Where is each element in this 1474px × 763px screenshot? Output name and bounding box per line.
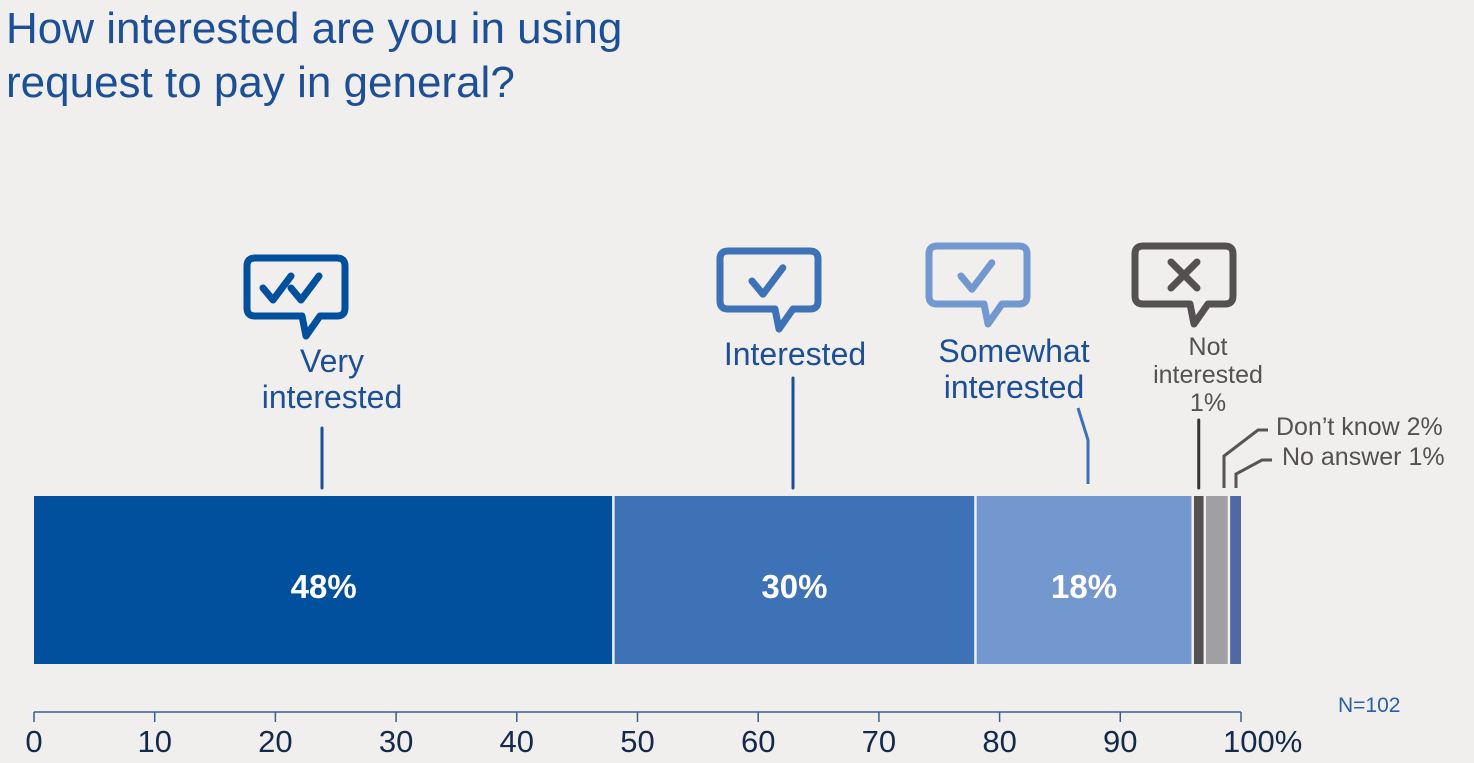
chart-title-line-1: How interested are you in using	[6, 4, 623, 53]
bar-no-answer	[1228, 496, 1241, 664]
sample-size-label: N=102	[1338, 694, 1401, 717]
annotation-not-interested: Not interested 1%	[1153, 333, 1263, 417]
x-tick-label: 20	[258, 724, 292, 759]
data-label-very-interested: 48%	[291, 568, 357, 605]
data-label-interested: 30%	[761, 568, 827, 605]
annotation-somewhat-interested: Somewhat interested	[938, 333, 1089, 405]
chart-title-line-2: request to pay in general?	[6, 58, 515, 107]
check-speech-icon	[716, 247, 822, 333]
double-check-speech-icon	[243, 254, 349, 340]
annotation-very-interested: Very interested	[262, 343, 403, 415]
annotation-interested: Interested	[724, 336, 866, 372]
x-tick-label: 60	[741, 724, 775, 759]
x-tick-label: 90	[1103, 724, 1137, 759]
x-tick-label: 70	[862, 724, 896, 759]
leader-somewhat-interested	[1076, 407, 1090, 484]
chart-title: How interested are you in using request …	[6, 2, 622, 110]
x-tick-label: 30	[379, 724, 413, 759]
bar-somewhat-interested	[975, 496, 1193, 664]
leader-no-answer	[1234, 458, 1272, 488]
x-tick-label: 40	[500, 724, 534, 759]
x-tick-label: 0	[25, 724, 42, 759]
x-tick-label: 80	[982, 724, 1016, 759]
cross-speech-icon	[1131, 242, 1237, 328]
leader-dont-know	[1222, 428, 1268, 488]
x-tick-label: 100%	[1223, 724, 1302, 759]
x-tick-label: 10	[137, 724, 171, 759]
bar-not-interested	[1192, 496, 1205, 664]
bar-don-t-know	[1204, 496, 1229, 664]
bar-interested	[613, 496, 976, 664]
data-label-somewhat-interested: 18%	[1051, 568, 1117, 605]
annotation-dont-know: Don’t know 2%	[1276, 413, 1443, 441]
x-tick-label: 50	[620, 724, 654, 759]
annotation-no-answer: No answer 1%	[1282, 443, 1445, 471]
check-speech-icon	[925, 242, 1031, 328]
bar-very-interested	[34, 496, 614, 664]
